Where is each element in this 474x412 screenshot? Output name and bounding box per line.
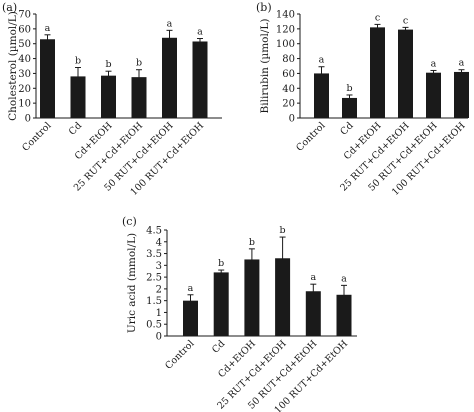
y-tick-label: 80 bbox=[282, 54, 295, 65]
bar bbox=[70, 76, 86, 118]
y-tick-label: 3 bbox=[156, 261, 162, 272]
significance-letter: b bbox=[136, 58, 142, 69]
y-tick-label: 60 bbox=[18, 24, 31, 35]
y-tick-label: 20 bbox=[18, 84, 31, 95]
bar bbox=[192, 41, 208, 118]
y-tick-label: 1 bbox=[156, 308, 162, 319]
bar bbox=[244, 259, 260, 336]
category-label: Control bbox=[20, 120, 53, 153]
bar bbox=[370, 27, 385, 118]
bar bbox=[101, 75, 116, 118]
y-axis-title: Bilirubin (µmol/L) bbox=[259, 19, 271, 114]
y-tick-label: 100 bbox=[276, 39, 295, 50]
bar bbox=[131, 77, 147, 118]
bar bbox=[275, 258, 291, 336]
y-tick-label: 40 bbox=[282, 84, 295, 95]
significance-letter: a bbox=[167, 18, 173, 29]
category-label: Cd bbox=[210, 338, 227, 355]
y-tick-label: 30 bbox=[18, 69, 31, 80]
significance-letter: a bbox=[310, 272, 316, 283]
significance-letter: a bbox=[197, 27, 203, 38]
panel-label: (a) bbox=[2, 1, 17, 14]
significance-letter: c bbox=[403, 15, 408, 26]
y-tick-label: 3.5 bbox=[146, 249, 162, 260]
significance-letter: b bbox=[75, 55, 81, 66]
significance-letter: b bbox=[280, 225, 286, 236]
bar bbox=[183, 300, 198, 336]
panel-label: (c) bbox=[122, 215, 137, 228]
y-tick-label: 0 bbox=[25, 114, 31, 125]
bar bbox=[426, 72, 441, 118]
y-tick-label: 120 bbox=[276, 24, 295, 35]
significance-letter: c bbox=[375, 12, 380, 23]
category-label: Control bbox=[163, 338, 196, 371]
y-tick-label: 50 bbox=[18, 39, 31, 50]
significance-letter: a bbox=[188, 283, 194, 294]
y-tick-label: 140 bbox=[276, 10, 295, 21]
bar bbox=[342, 97, 357, 118]
panel-label: (b) bbox=[256, 1, 272, 14]
bar bbox=[305, 291, 321, 336]
significance-letter: a bbox=[341, 273, 347, 284]
category-label: Control bbox=[294, 120, 327, 153]
y-tick-label: 1.5 bbox=[146, 296, 162, 307]
y-tick-label: 70 bbox=[18, 10, 31, 21]
y-tick-label: 4 bbox=[156, 237, 162, 248]
bar bbox=[40, 39, 55, 118]
y-tick-label: 40 bbox=[18, 54, 31, 65]
bar bbox=[213, 272, 229, 336]
category-label: Cd bbox=[338, 120, 355, 137]
bar bbox=[162, 37, 177, 119]
significance-letter: a bbox=[45, 23, 51, 34]
significance-letter: b bbox=[346, 83, 352, 94]
y-axis-title: Cholesterol (µmol/L) bbox=[7, 11, 19, 121]
significance-letter: a bbox=[319, 55, 325, 66]
significance-letter: b bbox=[105, 59, 111, 70]
y-tick-label: 10 bbox=[18, 99, 31, 110]
y-tick-label: 2 bbox=[156, 284, 162, 295]
significance-letter: b bbox=[249, 237, 255, 248]
y-tick-label: 2.5 bbox=[146, 273, 162, 284]
significance-letter: a bbox=[459, 58, 465, 69]
bar bbox=[314, 73, 329, 118]
bar bbox=[454, 71, 469, 118]
y-tick-label: 0.5 bbox=[146, 320, 162, 331]
y-tick-label: 4.5 bbox=[146, 226, 162, 237]
significance-letter: a bbox=[431, 58, 437, 69]
y-tick-label: 0 bbox=[289, 114, 295, 125]
significance-letter: b bbox=[218, 258, 224, 269]
category-label: Cd bbox=[67, 120, 84, 137]
y-tick-label: 20 bbox=[282, 99, 295, 110]
bar bbox=[398, 29, 413, 119]
y-tick-label: 60 bbox=[282, 69, 295, 80]
y-tick-label: 0 bbox=[156, 332, 162, 343]
bar bbox=[336, 294, 352, 336]
y-axis-title: Uric acid (mmol/L) bbox=[126, 233, 138, 333]
